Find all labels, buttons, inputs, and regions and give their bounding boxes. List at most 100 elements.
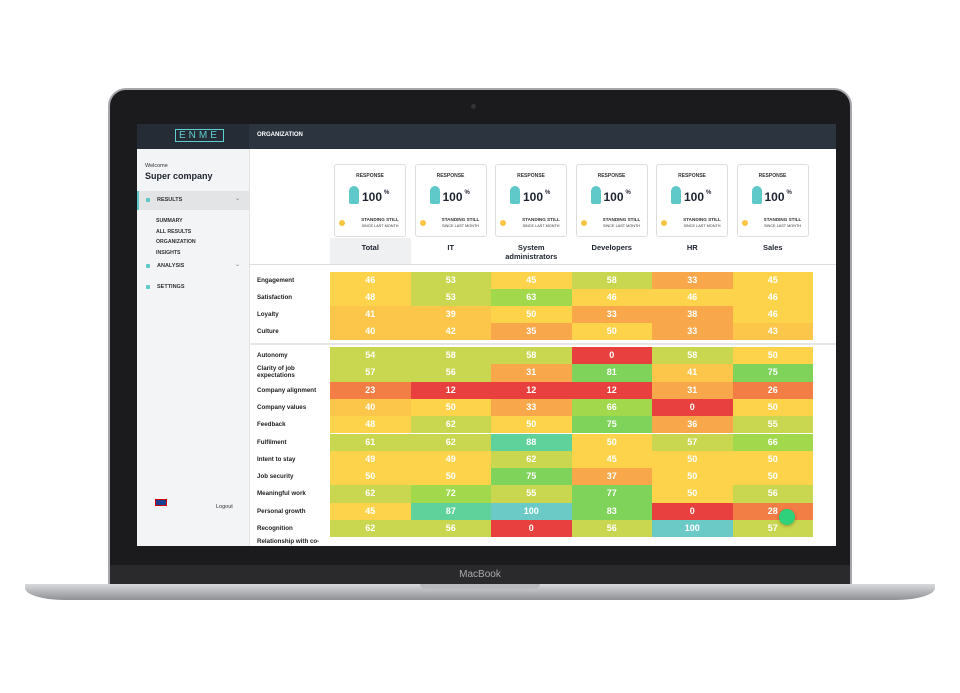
heat-cell: 53 (410, 289, 491, 306)
heat-cell: 75 (732, 364, 813, 382)
card-status: STANDING STILL (602, 217, 641, 222)
row-label: Intent to stay (257, 455, 296, 463)
heat-cell: 46 (732, 289, 813, 306)
card-status: STANDING STILL (763, 217, 802, 222)
heat-cell: 54 (330, 347, 411, 365)
heat-cell: 31 (652, 381, 733, 399)
card-status: STANDING STILL (441, 217, 480, 222)
chevron[interactable]: ⌄ (235, 262, 241, 268)
heat-cell: 62 (491, 450, 572, 469)
laptop-chin: MacBook (110, 565, 850, 585)
heat-cell: 50 (732, 347, 813, 365)
logo[interactable]: ENME (175, 129, 224, 142)
menu-item[interactable]: SETTINGS (157, 284, 185, 290)
chevron[interactable]: ⌄ (235, 196, 241, 202)
divider (249, 264, 836, 265)
card-note: SINCE LAST MONTH (522, 224, 560, 228)
heat-cell: 39 (410, 306, 491, 323)
heat-cell: 46 (732, 306, 813, 323)
heat-cell: 61 (330, 433, 411, 451)
submenu-item[interactable]: INSIGHTS (156, 249, 181, 256)
heat-cell: 50 (491, 306, 572, 323)
row-label: Loyalty (257, 311, 279, 318)
status-dot (339, 220, 345, 226)
row-label: Engagement (257, 277, 295, 284)
card-note: SINCE LAST MONTH (683, 224, 721, 228)
card-note: SINCE LAST MONTH (763, 224, 802, 228)
heat-cell: 31 (491, 364, 572, 382)
heat-cell: 50 (410, 398, 491, 417)
person-icon (751, 186, 762, 204)
row-label: Relationship with co- (257, 538, 320, 546)
heat-cell: 48 (330, 416, 411, 434)
heat-cell: 46 (571, 289, 652, 306)
menu-item[interactable]: ANALYSIS (157, 263, 185, 269)
heat-cell: 58 (652, 347, 733, 365)
heat-cell: 50 (652, 468, 733, 486)
card-unit: % (706, 190, 712, 196)
heat-cell: 81 (571, 364, 652, 382)
status-dot (580, 220, 587, 226)
submenu-item[interactable]: ALL RESULTS (156, 228, 192, 235)
response-card: RESPONSE 100% STANDING STILL SINCE LAST MON… (575, 164, 648, 237)
heat-cell: 56 (410, 364, 491, 382)
menu-item[interactable]: RESULTS (157, 197, 183, 203)
submenu-item[interactable]: SUMMARY (156, 218, 183, 224)
heat-cell: 100 (652, 520, 733, 538)
column-highlight (330, 238, 411, 264)
heat-cell: 40 (330, 323, 411, 340)
heat-cell: 87 (410, 502, 491, 520)
heat-cell: 0 (652, 398, 733, 417)
heat-cell: 62 (330, 520, 411, 538)
submenu-item[interactable]: ORGANIZATION (156, 239, 196, 245)
heat-cell: 55 (491, 485, 572, 503)
status-dot (661, 220, 667, 226)
response-card: RESPONSE 100% STANDING STILL SINCE LAST MON… (414, 164, 487, 237)
row-label: Feedback (257, 421, 286, 429)
heat-cell: 83 (571, 502, 652, 520)
column-header: Total (361, 243, 379, 252)
flag[interactable] (155, 499, 167, 506)
status-dot (419, 220, 426, 226)
card-value: 100 (684, 190, 705, 204)
status-dot (500, 220, 506, 226)
heat-cell: 41 (330, 306, 411, 323)
heat-cell: 50 (571, 323, 652, 340)
top-bar (137, 124, 836, 149)
heat-cell: 50 (652, 485, 733, 503)
welcome: Welcome (145, 163, 168, 169)
heat-cell: 62 (330, 485, 411, 503)
help-button[interactable] (779, 509, 795, 525)
row-label: Company values (257, 403, 307, 411)
column-header: System administrators (505, 243, 558, 261)
heat-cell: 46 (330, 272, 411, 289)
heat-cell: 58 (410, 347, 491, 365)
heat-cell: 56 (410, 520, 491, 538)
card-value: 100 (764, 190, 785, 204)
heat-cell: 55 (732, 416, 813, 434)
card-note: SINCE LAST MONTH (361, 224, 399, 228)
heat-cell: 42 (410, 323, 491, 340)
heat-cell: 37 (571, 468, 652, 486)
person-icon (510, 186, 520, 204)
row-label: Satisfaction (257, 294, 293, 301)
card-status: STANDING STILL (361, 217, 399, 222)
column-header: HR (686, 243, 698, 252)
heat-cell: 57 (330, 364, 411, 382)
response-card: RESPONSE 100% STANDING STILL SINCE LAST MON… (656, 164, 728, 237)
heat-cell: 75 (571, 416, 652, 434)
heat-cell: 56 (571, 520, 652, 538)
heat-cell: 66 (571, 398, 652, 417)
row-label: Company alignment (257, 386, 317, 394)
row-label: Recognition (257, 525, 293, 532)
heat-cell: 77 (571, 485, 652, 503)
heat-cell: 45 (491, 272, 572, 289)
heat-cell: 100 (491, 502, 572, 520)
heat-cell: 0 (571, 347, 652, 365)
heat-cell: 58 (491, 347, 572, 365)
laptop-notch (420, 584, 540, 589)
logout[interactable]: Logout (216, 504, 233, 510)
heat-cell: 26 (732, 381, 813, 399)
page-title: ORGANIZATION (257, 132, 303, 138)
